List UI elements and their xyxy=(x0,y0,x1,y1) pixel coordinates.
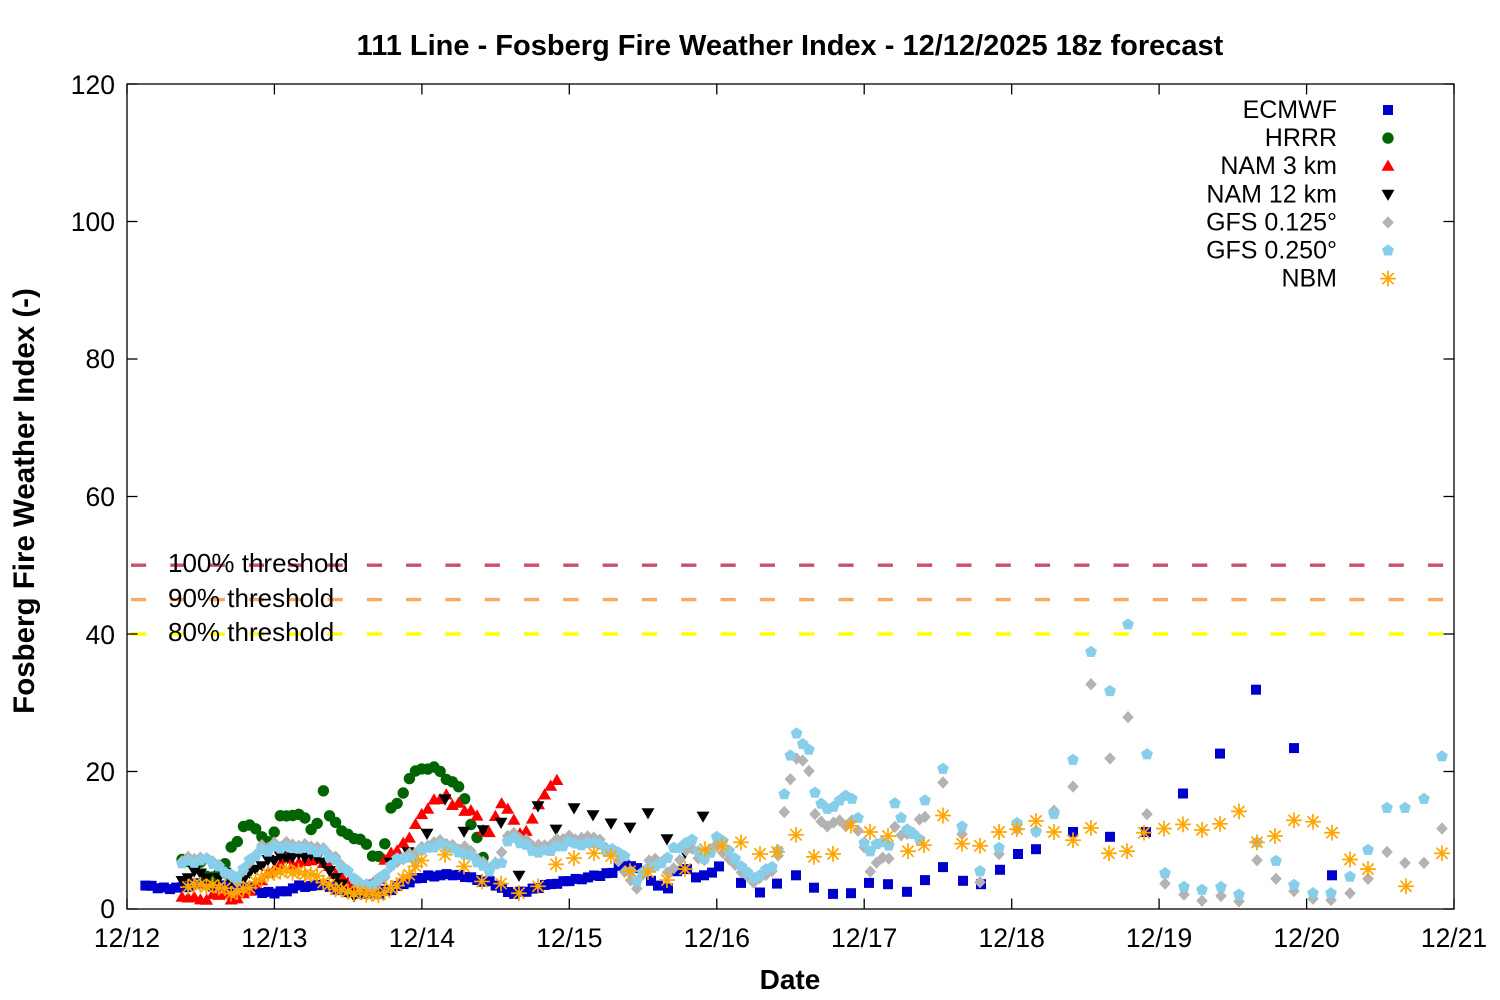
svg-text:Date: Date xyxy=(760,964,821,995)
svg-text:GFS 0.125°: GFS 0.125° xyxy=(1206,208,1337,236)
svg-text:12/15: 12/15 xyxy=(536,923,602,953)
svg-text:90% threshold: 90% threshold xyxy=(168,583,334,613)
svg-text:40: 40 xyxy=(86,620,115,650)
svg-text:Fosberg Fire Weather Index (-): Fosberg Fire Weather Index (-) xyxy=(8,288,41,714)
svg-text:12/17: 12/17 xyxy=(831,923,897,953)
svg-text:ECMWF: ECMWF xyxy=(1243,96,1337,124)
svg-text:111 Line - Fosberg Fire Weathe: 111 Line - Fosberg Fire Weather Index - … xyxy=(357,30,1224,62)
svg-text:80% threshold: 80% threshold xyxy=(168,617,334,647)
svg-text:100% threshold: 100% threshold xyxy=(168,548,349,578)
svg-text:12/20: 12/20 xyxy=(1273,923,1339,953)
svg-text:NAM 3 km: NAM 3 km xyxy=(1220,152,1337,180)
svg-text:0: 0 xyxy=(100,894,115,924)
svg-text:NAM 12 km: NAM 12 km xyxy=(1206,180,1337,208)
svg-text:12/21: 12/21 xyxy=(1421,923,1487,953)
svg-text:12/16: 12/16 xyxy=(684,923,750,953)
svg-text:12/14: 12/14 xyxy=(389,923,455,953)
svg-text:80: 80 xyxy=(86,344,115,374)
svg-text:120: 120 xyxy=(71,70,115,100)
svg-text:20: 20 xyxy=(86,757,115,787)
svg-text:100: 100 xyxy=(71,207,115,237)
svg-text:60: 60 xyxy=(86,482,115,512)
svg-text:12/12: 12/12 xyxy=(94,923,160,953)
svg-text:HRRR: HRRR xyxy=(1265,124,1337,152)
svg-text:GFS 0.250°: GFS 0.250° xyxy=(1206,237,1337,265)
svg-text:12/18: 12/18 xyxy=(979,923,1045,953)
svg-text:12/13: 12/13 xyxy=(241,923,307,953)
svg-text:NBM: NBM xyxy=(1281,265,1337,293)
svg-text:12/19: 12/19 xyxy=(1126,923,1192,953)
